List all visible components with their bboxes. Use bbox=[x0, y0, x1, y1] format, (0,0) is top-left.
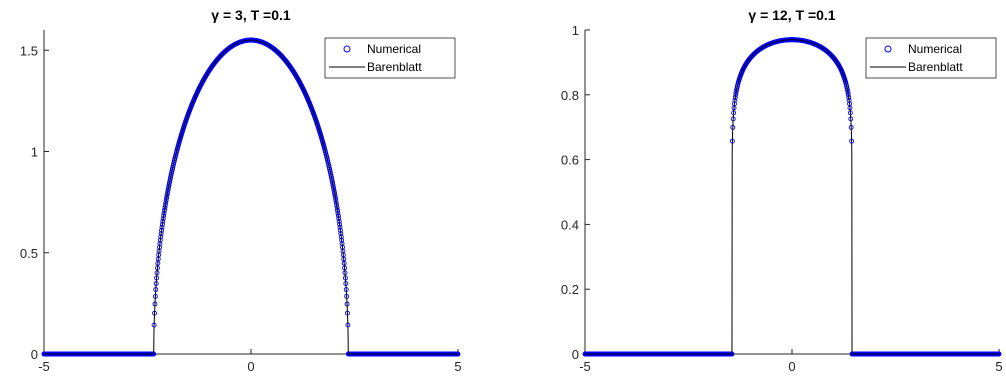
legend-numerical-marker bbox=[343, 45, 351, 53]
barenblatt-line bbox=[44, 39, 458, 355]
legend-barenblatt-label: Barenblatt bbox=[367, 60, 422, 74]
y-tick-label: 0.5 bbox=[20, 246, 38, 261]
y-tick-label: 0 bbox=[572, 347, 579, 362]
y-tick-label: 0.8 bbox=[561, 88, 579, 103]
x-tick-label: -5 bbox=[579, 359, 591, 374]
legend-barenblatt-label: Barenblatt bbox=[908, 60, 963, 74]
x-tick-label: 0 bbox=[247, 359, 254, 374]
chart-title: γ = 3, T =0.1 bbox=[211, 7, 291, 23]
legend-numerical-marker bbox=[884, 45, 892, 53]
legend: Numerical Barenblatt bbox=[865, 37, 997, 79]
y-tick-label: 0 bbox=[31, 347, 38, 362]
y-tick-label: 0.6 bbox=[561, 153, 579, 168]
x-tick-label: 5 bbox=[454, 359, 461, 374]
chart-1: 00.511.5-5 0 5γ = 3, T =0.1NumericalBarenb… bbox=[20, 7, 462, 374]
legend-numerical-label: Numerical bbox=[908, 42, 962, 56]
y-tick-label: 1.5 bbox=[20, 43, 38, 58]
x-tick-label: 0 bbox=[788, 359, 795, 374]
legend-numerical-label: Numerical bbox=[367, 42, 421, 56]
x-tick-label: 5 bbox=[995, 359, 1002, 374]
chart-2: 00.20.40.60.81-5 0 5γ = 12, T =0.1Numerica… bbox=[561, 7, 1003, 374]
legend: Numerical Barenblatt bbox=[324, 37, 456, 79]
chart-title: γ = 12, T =0.1 bbox=[748, 7, 835, 23]
barenblatt-line bbox=[585, 39, 999, 355]
y-tick-label: 0.2 bbox=[561, 282, 579, 297]
legend-box bbox=[324, 37, 456, 79]
numerical-series bbox=[582, 37, 1002, 357]
x-tick-label: -5 bbox=[38, 359, 50, 374]
y-tick-label: 0.4 bbox=[561, 217, 579, 232]
numerical-series bbox=[41, 37, 461, 357]
y-tick-label: 1 bbox=[572, 23, 579, 38]
y-tick-label: 1 bbox=[31, 145, 38, 160]
legend-box bbox=[865, 37, 997, 79]
